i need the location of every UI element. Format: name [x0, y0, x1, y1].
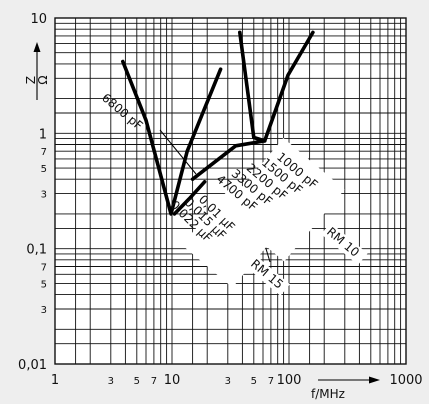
- x-tick-label: 7: [268, 376, 274, 387]
- y-tick-label: 7: [41, 263, 47, 274]
- y-tick-label: 0,1: [26, 243, 47, 258]
- x-axis-label: f/MHz: [311, 376, 380, 401]
- label-group-rm15-caps: 0,01 µF 0,015 µF 0,022 µF: [168, 192, 238, 245]
- y-tick-label: 7: [41, 147, 47, 158]
- label-bg-rm15: [245, 254, 291, 296]
- x-tick-label: 10: [164, 373, 181, 388]
- impedance-curves: [121, 30, 315, 216]
- series-line-3: [172, 180, 207, 216]
- y-axis-arrow-head: [33, 42, 41, 52]
- x-tick-label: 3: [225, 376, 231, 387]
- y-tick-label: 3: [41, 305, 47, 316]
- series-line-4: [190, 139, 267, 181]
- x-tick-label: 5: [251, 376, 257, 387]
- y-tick-label: 5: [41, 279, 47, 290]
- x-axis-arrow-head: [369, 376, 380, 384]
- leader-6800pf: [159, 129, 197, 175]
- y-tick-label: 1: [39, 127, 47, 142]
- x-tick-label: 100: [277, 373, 302, 388]
- y-tick-label: 0,01: [18, 358, 47, 373]
- x-tick-label: 7: [151, 376, 157, 387]
- y-axis-label-bottom: Ω: [36, 75, 50, 84]
- x-axis-label-text: f/MHz: [311, 387, 345, 401]
- y-tick-label: 3: [41, 190, 47, 201]
- y-tick-label: 10: [30, 12, 47, 27]
- x-tick-label: 1000: [389, 373, 422, 388]
- y-tick-label: 5: [41, 164, 47, 175]
- y-axis-label-top: Z: [24, 76, 38, 84]
- label-bg-rm10: [321, 222, 368, 265]
- series-line-1: [121, 59, 223, 216]
- label-bg-rm10-caps: [222, 138, 345, 262]
- annotations: 0,01 µF 0,015 µF 0,022 µF 6800 pF 1000 p…: [99, 91, 368, 296]
- x-tick-label: 3: [108, 376, 114, 387]
- x-tick-label: 5: [134, 376, 140, 387]
- y-axis-label: Z Ω: [24, 42, 50, 100]
- x-tick-label: 1: [51, 373, 59, 388]
